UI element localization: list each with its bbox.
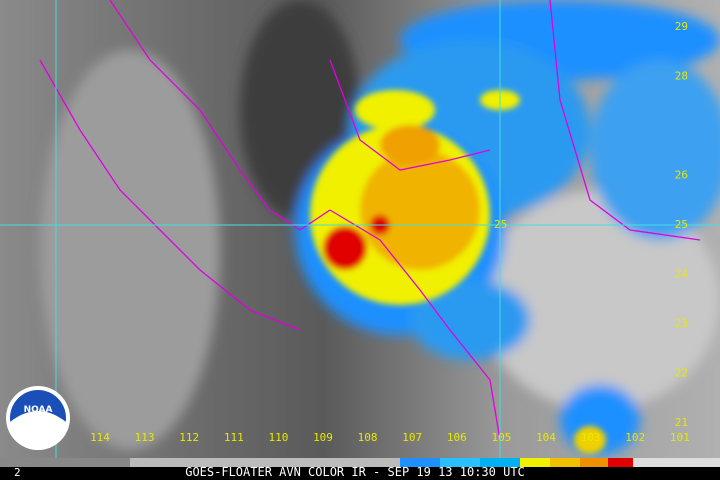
longitude-label: 112: [179, 431, 199, 444]
longitude-label: 102: [625, 431, 645, 444]
latitude-label: 22: [675, 367, 688, 380]
caption: GOES-FLOATER AVN COLOR IR - SEP 19 13 10…: [185, 465, 525, 479]
latitude-label: 24: [675, 268, 689, 281]
latitude-label: 29: [675, 20, 688, 33]
latitude-label: 21: [675, 416, 688, 429]
imagery: [0, 0, 720, 458]
longitude-label: 103: [581, 431, 601, 444]
longitude-label: 104: [536, 431, 556, 444]
footer: 2 GOES-FLOATER AVN COLOR IR - SEP 19 13 …: [0, 458, 720, 480]
longitude-label: 114: [90, 431, 110, 444]
logo-text: NOAA: [24, 405, 53, 415]
longitude-label: 113: [135, 431, 155, 444]
longitude-label: 109: [313, 431, 333, 444]
frame-number: 2: [14, 466, 21, 479]
labels: 114 113 112 111 110 109 108 107 106 105 104 103 102 1…: [90, 20, 690, 444]
latitude-label: 26: [675, 169, 688, 182]
graticule: [0, 0, 720, 458]
longitude-label: 108: [358, 431, 378, 444]
latitude-label: 23: [675, 317, 688, 330]
latitude-label: 28: [675, 70, 688, 83]
center-label: 25: [494, 218, 507, 231]
coastlines: [39, 0, 701, 441]
longitude-label: 111: [224, 431, 244, 444]
noaa-logo: NOAA: [6, 386, 70, 450]
longitude-label: 110: [268, 431, 288, 444]
longitude-label: 106: [447, 431, 467, 444]
longitude-label: 105: [491, 431, 511, 444]
longitude-label: 101: [670, 431, 690, 444]
latitude-label: 25: [675, 218, 688, 231]
longitude-label: 107: [402, 431, 422, 444]
